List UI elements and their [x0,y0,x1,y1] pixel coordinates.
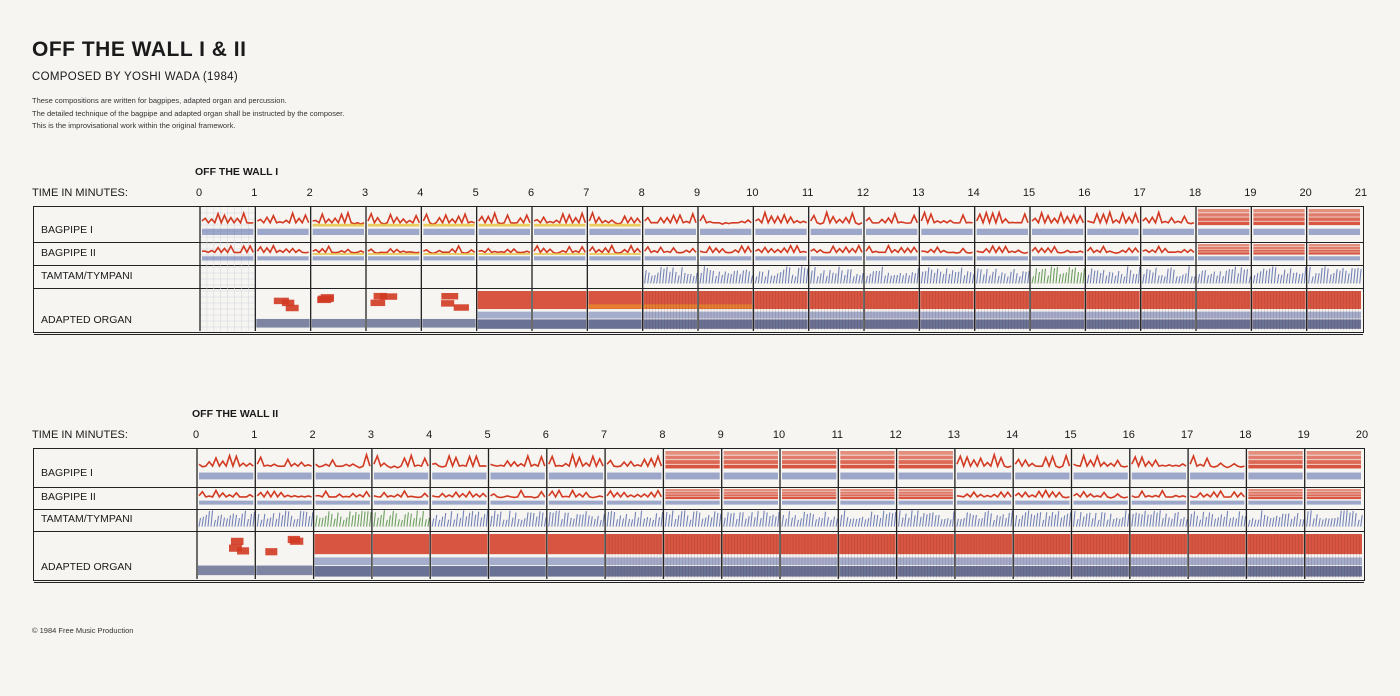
minute-tick: 2 [309,429,316,441]
minute-tick: 10 [772,429,786,441]
minute-tick: 6 [527,187,535,199]
minute-tick: 17 [1133,187,1146,199]
row-bagpipe-2: BAGPIPE II [34,242,1363,266]
row-tamtam: TAMTAM/TYMPANI [34,509,1364,532]
minute-tick: 3 [367,429,374,441]
row-bagpipe-1: BAGPIPE I [34,449,1364,488]
row-label: BAGPIPE II [41,491,96,503]
description-line: This is the improvisational work within … [32,121,236,130]
composer-subtitle: COMPOSED BY YOSHI WADA (1984) [32,71,238,83]
minute-tick: 9 [717,429,724,441]
description: These compositions are written for bagpi… [32,95,344,133]
minute-tick: 4 [417,187,424,199]
minute-tick: 8 [659,429,666,441]
score-title-1: OFF THE WALL I [195,166,279,178]
minute-tick: 18 [1239,429,1252,441]
minute-tick: 14 [967,187,980,199]
score-table-2: BAGPIPE I BAGPIPE II TAMTAM/TYMPANI ADAP… [33,448,1365,583]
row-adapted-organ: ADAPTED ORGAN [34,288,1363,335]
description-line: The detailed technique of the bagpipe an… [32,108,345,118]
minute-tick: 15 [1064,429,1077,441]
row-label: TAMTAM/TYMPANI [41,270,133,282]
minute-tick: 14 [1006,429,1019,441]
minute-tick: 13 [912,187,925,199]
description-line: These compositions are written for bagpi… [32,96,287,105]
row-label: ADAPTED ORGAN [41,314,133,326]
minute-tick: 5 [484,429,491,441]
row-label: BAGPIPE I [41,467,93,479]
minute-tick: 5 [472,187,479,199]
minute-tick: 20 [1299,187,1312,199]
time-axis-label-1: TIME IN MINUTES: [32,187,128,199]
minute-tick: 19 [1297,429,1310,441]
row-adapted-organ: ADAPTED ORGAN [34,531,1364,583]
minute-tick: 16 [1078,187,1091,199]
minute-tick: 6 [542,429,549,441]
minute-tick: 12 [889,429,902,441]
time-axis-label-2: TIME IN MINUTES: [32,429,128,441]
row-label: TAMTAM/TYMPANI [41,513,133,525]
minute-tick: 10 [746,187,759,199]
score-table-1: BAGPIPE I BAGPIPE II TAMTAM/TYMPANI ADAP… [33,206,1364,335]
minute-tick: 1 [251,429,258,441]
page-title: OFF THE WALL I & II [32,38,247,61]
minute-tick: 0 [192,429,200,441]
minute-tick: 12 [856,187,870,199]
minute-tick: 17 [1180,429,1194,441]
minute-tick: 15 [1022,187,1036,199]
minute-tick: 7 [601,429,608,441]
minute-tick: 1 [251,187,258,199]
minute-tick: 9 [693,187,701,199]
minute-tick: 4 [426,429,433,441]
copyright: © 1984 Free Music Production [32,626,134,635]
minute-tick: 19 [1244,187,1257,199]
minute-tick: 21 [1354,187,1368,199]
minute-tick: 8 [638,187,645,199]
minute-tick: 3 [361,187,369,199]
minute-tick: 2 [306,187,313,199]
minute-tick: 13 [947,429,961,441]
row-bagpipe-1: BAGPIPE I [34,207,1363,243]
row-label: ADAPTED ORGAN [41,561,133,573]
minute-tick: 11 [831,429,844,441]
minute-tick: 16 [1122,429,1135,441]
minute-tick: 18 [1188,187,1202,199]
score-title-2: OFF THE WALL II [192,408,279,420]
row-tamtam: TAMTAM/TYMPANI [34,265,1363,289]
minute-tick: 0 [195,187,203,199]
minute-tick: 7 [583,187,590,199]
minute-tick: 11 [801,187,814,199]
minute-tick: 20 [1355,429,1369,441]
row-label: BAGPIPE I [41,224,93,236]
row-label: BAGPIPE II [41,247,96,259]
row-bagpipe-2: BAGPIPE II [34,487,1364,510]
